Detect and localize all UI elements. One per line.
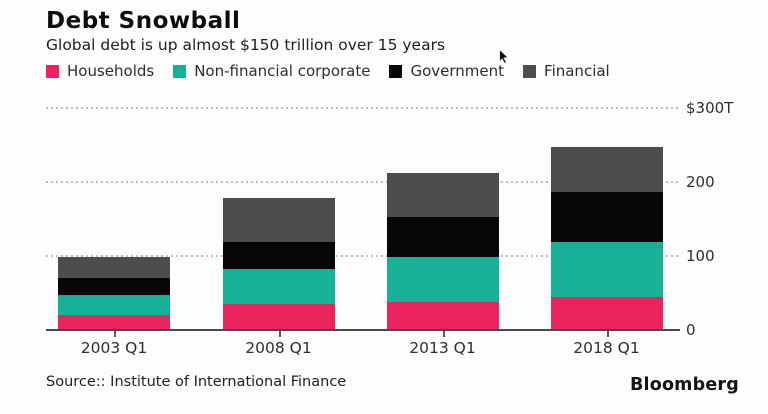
bar-segment-non-financial-corporate <box>222 269 335 305</box>
bar-segment-government <box>550 191 663 242</box>
source-note: Source:: Institute of International Fina… <box>46 374 347 390</box>
bloomberg-logo: Bloomberg <box>630 375 739 395</box>
legend-label: Government <box>410 62 505 80</box>
bar-segment-financial <box>386 173 499 217</box>
legend-item-households: Households <box>46 62 154 80</box>
y-axis-label-0: 0 <box>686 321 696 339</box>
bar-segment-financial <box>58 257 170 279</box>
gridline-300 <box>46 107 680 109</box>
gridline-100 <box>46 255 680 257</box>
x-axis-label: 2008 Q1 <box>245 339 312 357</box>
bar-segment-government <box>222 241 335 270</box>
y-axis-label-100: 100 <box>686 247 715 265</box>
y-axis-label-300: $300T <box>686 99 734 117</box>
legend-item-financial: Financial <box>523 62 610 80</box>
legend-label: Financial <box>544 62 610 80</box>
x-axis-tick <box>114 331 116 337</box>
bar-segment-government <box>58 278 170 296</box>
legend-swatch-icon <box>173 64 187 78</box>
legend: Households Non-financial corporate Governm… <box>46 62 610 80</box>
x-axis-label: 2013 Q1 <box>409 339 476 357</box>
mouse-cursor-icon <box>499 49 510 64</box>
legend-item-non-financial-corporate: Non-financial corporate <box>173 62 370 80</box>
x-axis-tick <box>278 331 281 337</box>
x-axis-tick <box>606 331 609 337</box>
gridline-200 <box>46 181 680 183</box>
x-axis-line <box>46 329 680 331</box>
bar-segment-non-financial-corporate <box>386 256 499 302</box>
bar-segment-non-financial-corporate <box>550 241 663 298</box>
chart-subtitle: Global debt is up almost $150 trillion o… <box>46 36 446 54</box>
legend-label: Households <box>67 62 155 80</box>
x-axis-label: 2003 Q1 <box>80 339 148 357</box>
bar-segment-households <box>386 301 499 330</box>
legend-item-government: Government <box>389 62 504 80</box>
legend-swatch-icon <box>46 64 59 78</box>
bar-segment-financial <box>222 198 335 242</box>
chart-title: Debt Snowball <box>46 8 241 34</box>
x-axis-label: 2018 Q1 <box>573 339 640 357</box>
bar-segment-government <box>386 216 499 257</box>
bar-segment-non-financial-corporate <box>58 295 170 316</box>
legend-swatch-icon <box>523 64 537 78</box>
legend-label: Non-financial corporate <box>194 62 371 80</box>
bar-segment-households <box>550 297 663 330</box>
bar-segment-financial <box>550 147 663 192</box>
x-axis-tick <box>442 331 445 337</box>
legend-swatch-icon <box>389 64 403 78</box>
y-axis-label-200: 200 <box>686 173 715 191</box>
bar-segment-households <box>222 304 335 330</box>
bar-segment-households <box>58 315 170 330</box>
